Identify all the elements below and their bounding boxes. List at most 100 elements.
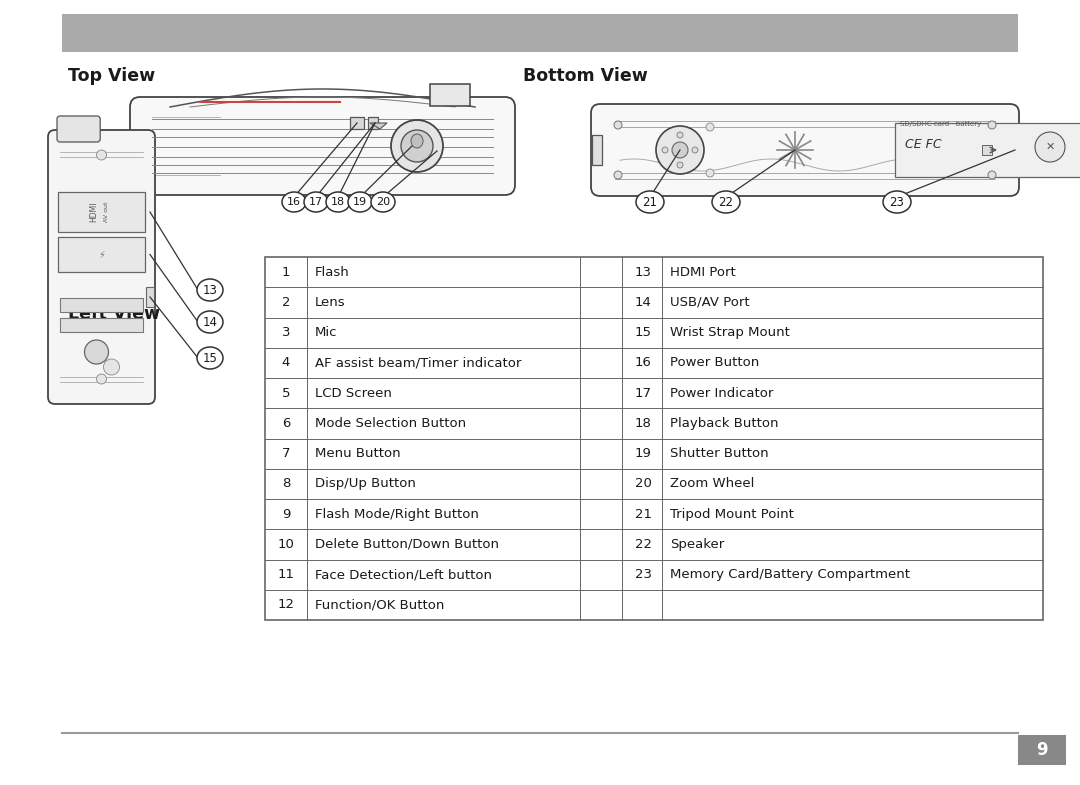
Text: ⚡: ⚡	[98, 250, 105, 260]
Text: 16: 16	[635, 356, 651, 370]
Text: 5: 5	[282, 387, 291, 400]
Circle shape	[988, 121, 996, 129]
Text: Playback Button: Playback Button	[670, 417, 779, 430]
Text: Function/OK Button: Function/OK Button	[315, 598, 444, 612]
Text: 12: 12	[278, 598, 295, 612]
Bar	[60, 298, 143, 312]
Text: Delete Button/Down Button: Delete Button/Down Button	[315, 538, 499, 551]
Text: 16: 16	[287, 197, 301, 207]
Circle shape	[672, 142, 688, 158]
Bar	[62, 14, 1018, 52]
Text: 19: 19	[635, 447, 651, 460]
Circle shape	[615, 171, 622, 179]
Ellipse shape	[197, 311, 222, 333]
Ellipse shape	[372, 192, 395, 212]
Text: USB/AV Port: USB/AV Port	[670, 296, 750, 309]
Circle shape	[706, 169, 714, 177]
Text: 17: 17	[635, 387, 651, 400]
Bar	[350, 117, 364, 129]
Text: 8: 8	[282, 477, 291, 491]
Text: 20: 20	[376, 197, 390, 207]
Polygon shape	[370, 123, 387, 129]
FancyBboxPatch shape	[130, 97, 515, 195]
Text: 20: 20	[635, 477, 651, 491]
Circle shape	[706, 123, 714, 131]
Text: Memory Card/Battery Compartment: Memory Card/Battery Compartment	[670, 568, 910, 581]
Text: Face Detection/Left button: Face Detection/Left button	[315, 568, 492, 581]
Circle shape	[677, 162, 683, 168]
Text: 3: 3	[282, 326, 291, 339]
Text: 13: 13	[635, 265, 651, 279]
Text: CE FC: CE FC	[905, 138, 942, 152]
Bar	[1018, 735, 1066, 765]
Circle shape	[662, 147, 669, 153]
Circle shape	[84, 340, 108, 364]
Text: 9: 9	[1036, 741, 1048, 759]
Text: 15: 15	[635, 326, 651, 339]
Text: 22: 22	[718, 195, 733, 209]
Text: 22: 22	[635, 538, 651, 551]
Text: 23: 23	[635, 568, 651, 581]
Text: Flash: Flash	[315, 265, 350, 279]
Ellipse shape	[883, 191, 912, 213]
Text: 21: 21	[635, 508, 651, 520]
Circle shape	[96, 374, 107, 384]
Text: 21: 21	[643, 195, 658, 209]
Text: 17: 17	[309, 197, 323, 207]
Text: Mode Selection Button: Mode Selection Button	[315, 417, 467, 430]
Bar	[895, 123, 1080, 177]
Text: 14: 14	[203, 316, 217, 328]
Text: Tripod Mount Point: Tripod Mount Point	[670, 508, 794, 520]
Text: Flash Mode/Right Button: Flash Mode/Right Button	[315, 508, 478, 520]
Text: 4: 4	[282, 356, 291, 370]
Circle shape	[692, 147, 698, 153]
Bar	[368, 117, 378, 129]
Text: AF assist beam/Timer indicator: AF assist beam/Timer indicator	[315, 356, 522, 370]
Circle shape	[1035, 132, 1065, 162]
Ellipse shape	[197, 347, 222, 369]
Text: HDMI Port: HDMI Port	[670, 265, 735, 279]
Circle shape	[104, 359, 120, 375]
Ellipse shape	[282, 192, 306, 212]
Text: Speaker: Speaker	[670, 538, 725, 551]
Text: HDMI: HDMI	[89, 202, 98, 222]
Circle shape	[988, 171, 996, 179]
Bar	[58, 192, 145, 232]
Bar	[592, 135, 602, 165]
Text: ✕: ✕	[1045, 142, 1055, 152]
Text: Power Indicator: Power Indicator	[670, 387, 773, 400]
FancyBboxPatch shape	[57, 116, 100, 142]
Bar	[982, 145, 993, 155]
Text: Mic: Mic	[315, 326, 337, 339]
Text: Power Button: Power Button	[670, 356, 759, 370]
Text: Lens: Lens	[315, 296, 346, 309]
Text: 6: 6	[282, 417, 291, 430]
Text: Bottom View: Bottom View	[523, 67, 648, 85]
Text: 18: 18	[330, 197, 346, 207]
Text: LCD Screen: LCD Screen	[315, 387, 392, 400]
Text: Menu Button: Menu Button	[315, 447, 401, 460]
Text: 23: 23	[890, 195, 904, 209]
Ellipse shape	[401, 130, 433, 162]
Text: 18: 18	[635, 417, 651, 430]
Ellipse shape	[411, 134, 423, 148]
Text: 11: 11	[278, 568, 295, 581]
Text: 2: 2	[282, 296, 291, 309]
Ellipse shape	[636, 191, 664, 213]
Ellipse shape	[197, 279, 222, 301]
Bar	[60, 318, 143, 332]
Circle shape	[677, 132, 683, 138]
Text: Zoom Wheel: Zoom Wheel	[670, 477, 754, 491]
Bar	[58, 237, 145, 272]
Ellipse shape	[391, 120, 443, 172]
Circle shape	[96, 150, 107, 160]
Text: Left View: Left View	[68, 305, 160, 323]
Text: 10: 10	[278, 538, 295, 551]
Text: 14: 14	[635, 296, 651, 309]
Text: Shutter Button: Shutter Button	[670, 447, 769, 460]
FancyBboxPatch shape	[48, 130, 156, 404]
Bar	[265, 257, 1043, 620]
Text: 1: 1	[282, 265, 291, 279]
Ellipse shape	[303, 192, 328, 212]
Ellipse shape	[712, 191, 740, 213]
